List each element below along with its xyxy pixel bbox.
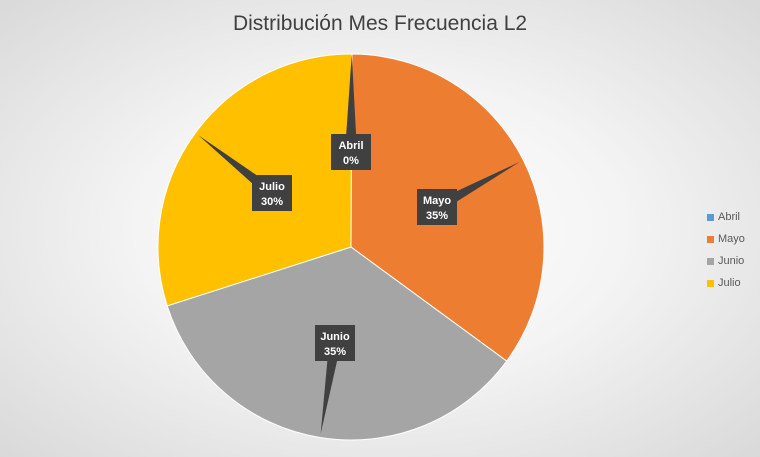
data-label-value-julio: 30% [261,196,283,208]
data-label-box-abril [331,134,371,170]
legend-swatch-abril [707,213,714,221]
legend-item-junio: Junio [707,250,745,272]
legend-label-julio: Julio [718,277,741,289]
legend-swatch-julio [707,279,714,287]
legend: Abril Mayo Junio Julio [707,206,745,294]
data-label-value-junio: 35% [324,346,346,358]
legend-item-mayo: Mayo [707,228,745,250]
callout-pointer-junio [320,342,341,434]
legend-swatch-mayo [707,235,714,243]
data-label-box-julio [252,175,292,211]
legend-label-mayo: Mayo [718,233,745,245]
data-label-category-junio: Junio [320,331,350,343]
chart-title: Distribución Mes Frecuencia L2 [232,12,528,35]
data-label-box-mayo [417,189,457,225]
data-label-category-mayo: Mayo [423,195,451,207]
legend-label-abril: Abril [718,211,741,223]
data-label-value-mayo: 35% [426,210,448,222]
legend-item-abril: Abril [707,206,745,228]
data-label-category-abril: Abril [338,140,363,152]
callout-pointer-abril [345,54,357,153]
legend-item-julio: Julio [707,272,745,294]
data-label-category-julio: Julio [259,181,285,193]
data-label-box-junio [315,325,355,361]
legend-swatch-junio [707,257,714,265]
data-label-value-abril: 0% [343,155,359,167]
legend-label-junio: Junio [718,255,745,267]
